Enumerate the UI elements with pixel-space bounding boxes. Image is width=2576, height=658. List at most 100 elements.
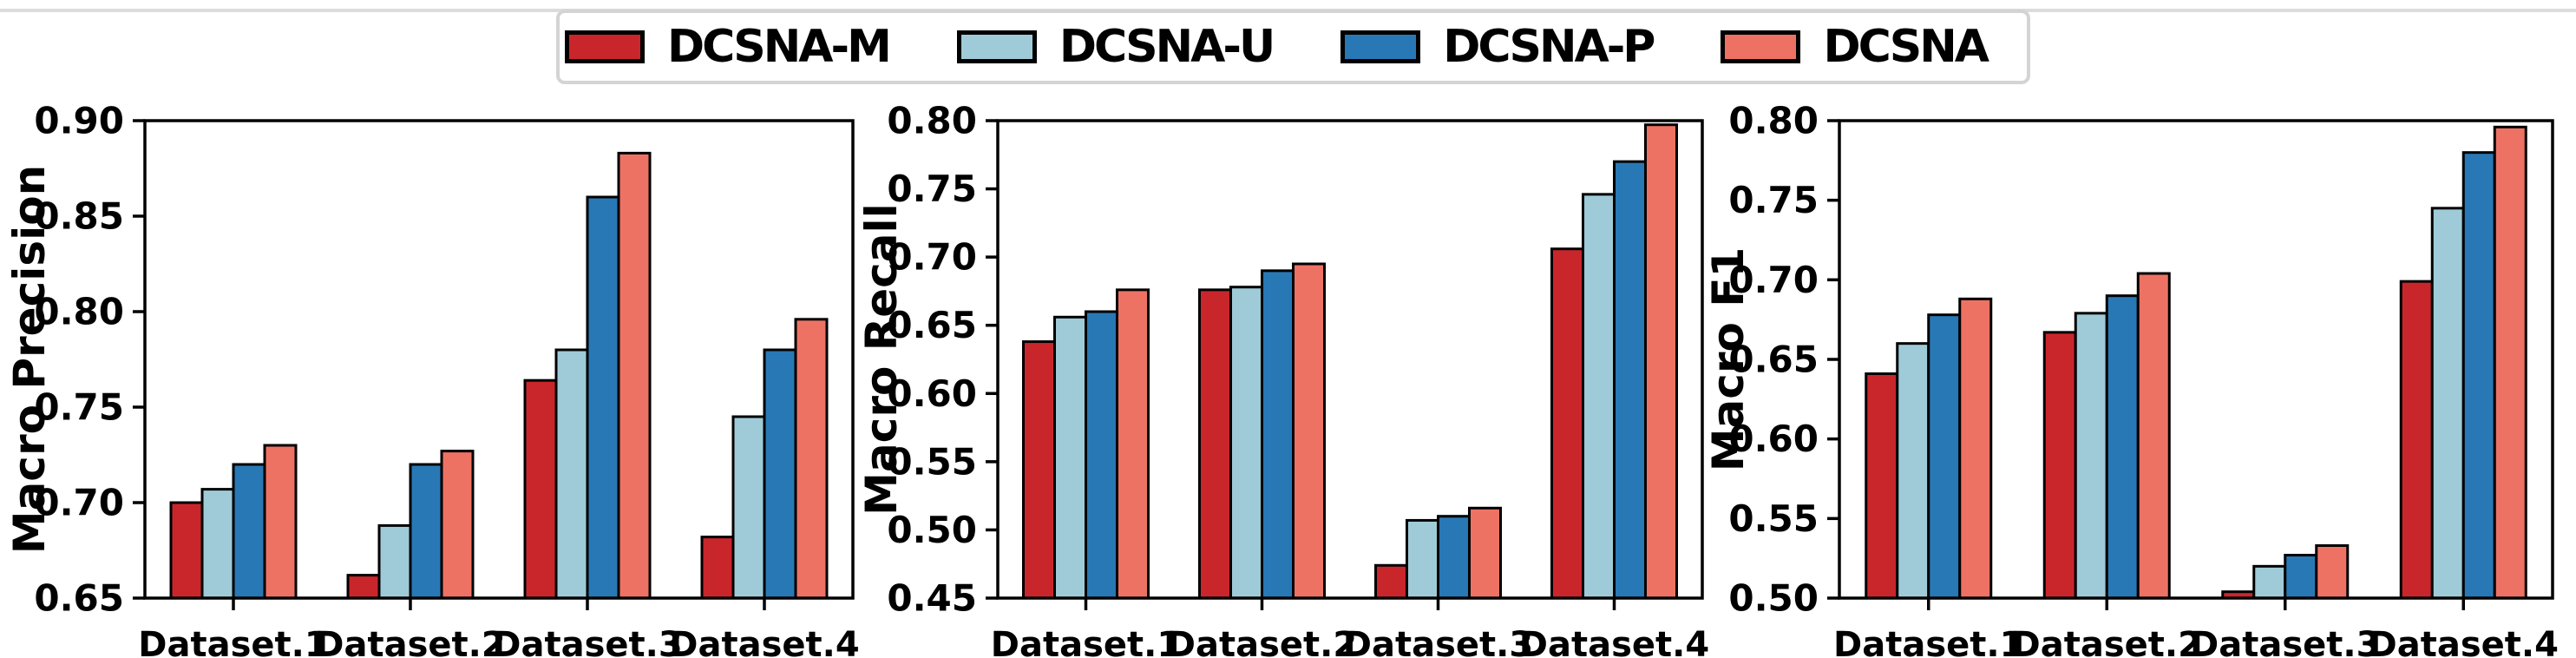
bar-dcsna-u-dataset.2 — [1229, 286, 1263, 600]
bar-dcsna-dataset.4 — [794, 318, 829, 600]
bar-dcsna-u-dataset.4 — [2430, 207, 2465, 600]
bar-dcsna-u-dataset.3 — [2252, 564, 2287, 600]
bar-dcsna-dataset.1 — [263, 444, 298, 600]
bar-dcsna-m-dataset.1 — [1865, 372, 1899, 600]
bar-dcsna-dataset.3 — [617, 151, 652, 600]
bar-dcsna-p-dataset.2 — [409, 463, 443, 600]
y-axis-title: Macro Recall — [856, 203, 907, 516]
bar-dcsna-p-dataset.2 — [1261, 269, 1295, 600]
y-tick-label: 0.50 — [1728, 577, 1819, 620]
bar-dcsna-u-dataset.3 — [1406, 518, 1439, 600]
y-tick-label: 0.70 — [887, 236, 977, 279]
x-tick-label: Dataset.2 — [315, 625, 505, 658]
axes-box — [143, 119, 855, 600]
bar-dcsna-p-dataset.1 — [1085, 310, 1118, 600]
y-tick-label: 0.75 — [887, 168, 977, 210]
x-tick-label: Dataset.1 — [138, 625, 328, 658]
y-tick-label: 0.65 — [34, 577, 124, 620]
bar-dcsna-m-dataset.4 — [1550, 247, 1584, 600]
bar-dcsna-u-dataset.3 — [554, 348, 589, 600]
y-tick-label: 0.80 — [1728, 100, 1819, 142]
y-tick-label: 0.60 — [1728, 418, 1819, 460]
bar-dcsna-u-dataset.1 — [1896, 342, 1930, 600]
bar-dcsna-p-dataset.4 — [763, 348, 797, 600]
x-tick-label: Dataset.3 — [492, 625, 682, 658]
bar-dcsna-dataset.2 — [2136, 272, 2171, 600]
bar-dcsna-u-dataset.1 — [1053, 315, 1087, 600]
bar-dcsna-dataset.2 — [440, 450, 475, 600]
bar-dcsna-dataset.2 — [1292, 262, 1326, 600]
bar-dcsna-p-dataset.2 — [2105, 294, 2140, 600]
y-tick-label: 0.65 — [887, 304, 977, 346]
bar-dcsna-u-dataset.2 — [377, 523, 412, 600]
legend-label: DCSNA-P — [1443, 21, 1655, 73]
bar-dcsna-p-dataset.4 — [2461, 151, 2496, 600]
y-tick-label: 0.55 — [1728, 497, 1819, 540]
x-tick-label: Dataset.1 — [991, 625, 1181, 658]
bar-dcsna-p-dataset.3 — [1437, 515, 1471, 600]
legend-swatch-icon — [1721, 30, 1801, 63]
bar-dcsna-dataset.3 — [1468, 506, 1502, 600]
legend-label: DCSNA-M — [667, 21, 892, 73]
legend-swatch-icon — [565, 30, 645, 63]
x-tick-label: Dataset.2 — [1167, 625, 1357, 658]
x-tick-label: Dataset.1 — [1833, 625, 2023, 658]
y-axis-title: Macro F1 — [1703, 247, 1753, 472]
bar-dcsna-m-dataset.1 — [1022, 340, 1056, 600]
bar-dcsna-p-dataset.1 — [232, 463, 266, 600]
x-tick-label: Dataset.4 — [2369, 625, 2559, 658]
bar-dcsna-p-dataset.3 — [586, 195, 620, 600]
bar-dcsna-p-dataset.3 — [2284, 554, 2318, 600]
bar-dcsna-m-dataset.4 — [700, 536, 735, 600]
bar-dcsna-m-dataset.4 — [2399, 280, 2434, 600]
bar-dcsna-u-dataset.2 — [2074, 312, 2108, 600]
y-tick-label: 0.90 — [34, 100, 124, 142]
y-tick-label: 0.80 — [887, 100, 977, 142]
bar-dcsna-u-dataset.4 — [1582, 193, 1616, 600]
x-tick-label: Dataset.3 — [1343, 625, 1533, 658]
y-tick-label: 0.45 — [887, 577, 977, 620]
y-tick-label: 0.70 — [34, 482, 124, 524]
y-tick-label: 0.75 — [34, 386, 124, 429]
legend-label: DCSNA — [1823, 21, 1989, 73]
legend: DCSNA-M DCSNA-U DCSNA-P DCSNA — [556, 10, 2030, 84]
bar-dcsna-dataset.4 — [2493, 125, 2527, 600]
bar-dcsna-m-dataset.1 — [169, 501, 204, 600]
x-tick-label: Dataset.2 — [2012, 625, 2202, 658]
legend-swatch-icon — [1340, 30, 1421, 63]
bar-dcsna-u-dataset.4 — [731, 415, 766, 600]
bar-dcsna-m-dataset.3 — [523, 378, 558, 600]
x-tick-label: Dataset.3 — [2190, 625, 2380, 658]
bar-dcsna-m-dataset.2 — [2042, 331, 2077, 600]
legend-item-dcsna: DCSNA — [1721, 21, 1989, 73]
bar-dcsna-m-dataset.2 — [1198, 288, 1232, 600]
legend-label: DCSNA-U — [1059, 21, 1275, 73]
y-tick-label: 0.60 — [887, 372, 977, 415]
y-tick-label: 0.65 — [1728, 339, 1819, 381]
bar-dcsna-dataset.4 — [1644, 123, 1678, 600]
bar-dcsna-m-dataset.3 — [1374, 563, 1408, 600]
bar-dcsna-p-dataset.1 — [1927, 313, 1962, 600]
y-tick-label: 0.70 — [1728, 259, 1819, 301]
legend-item-dcsna-m: DCSNA-M — [565, 21, 892, 73]
y-tick-label: 0.50 — [887, 509, 977, 551]
y-tick-label: 0.80 — [34, 291, 124, 333]
legend-swatch-icon — [956, 30, 1037, 63]
y-tick-label: 0.55 — [887, 440, 977, 483]
bar-dcsna-u-dataset.1 — [200, 488, 235, 600]
bar-dcsna-m-dataset.2 — [346, 574, 381, 600]
x-tick-label: Dataset.4 — [1519, 625, 1709, 658]
axes-box — [996, 119, 1704, 600]
y-axis-title: Macro Precision — [4, 165, 55, 554]
bar-dcsna-dataset.3 — [2315, 544, 2350, 600]
y-tick-label: 0.75 — [1728, 179, 1819, 221]
x-tick-label: Dataset.4 — [669, 625, 859, 658]
legend-item-dcsna-p: DCSNA-P — [1340, 21, 1655, 73]
bar-dcsna-p-dataset.4 — [1613, 160, 1647, 600]
legend-item-dcsna-u: DCSNA-U — [956, 21, 1275, 73]
bar-dcsna-dataset.1 — [1958, 297, 1993, 600]
bar-dcsna-dataset.1 — [1116, 288, 1150, 600]
y-tick-label: 0.85 — [34, 195, 124, 238]
